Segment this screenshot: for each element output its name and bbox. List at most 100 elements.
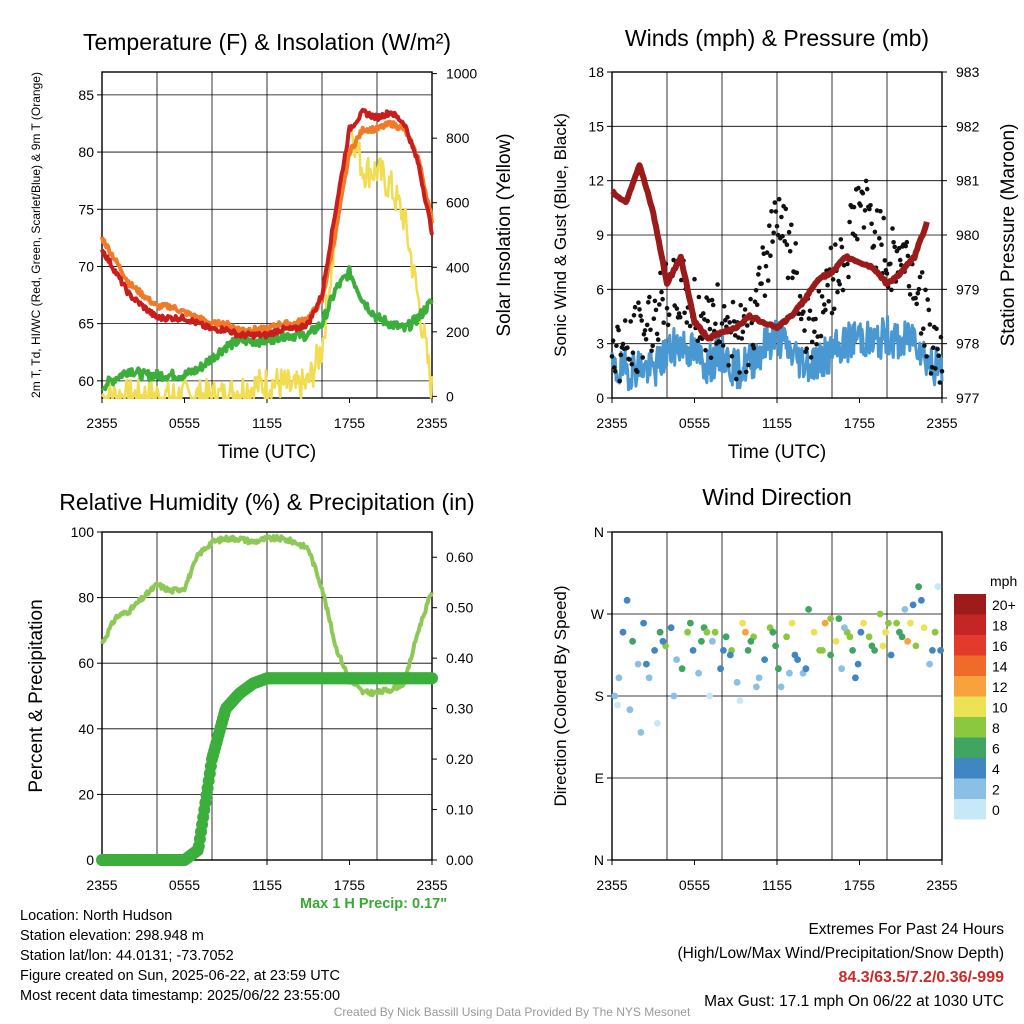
- gust-point: [833, 242, 838, 247]
- series-station-pressure: [610, 162, 930, 342]
- direction-point: [626, 706, 634, 714]
- y-tick-label: 3: [596, 336, 604, 352]
- x-tick-label: 2355: [596, 415, 627, 431]
- direction-point: [876, 610, 884, 618]
- y-axis-label: Direction (Colored By Speed): [551, 585, 570, 806]
- direction-point: [673, 656, 680, 663]
- gust-point: [696, 294, 702, 300]
- direction-point: [852, 674, 859, 682]
- gust-point: [756, 272, 761, 277]
- x-tick-label: 0555: [169, 877, 200, 893]
- direction-point: [775, 665, 782, 673]
- y-tick-label: 0: [596, 390, 604, 406]
- gust-point: [787, 249, 793, 254]
- station-elevation: Station elevation: 298.948 m: [20, 928, 204, 944]
- direction-point: [832, 637, 840, 645]
- gust-point: [804, 346, 809, 352]
- gust-point: [784, 242, 790, 247]
- direction-point: [769, 628, 777, 636]
- legend-label: 4: [992, 761, 1000, 777]
- x-tick-label: 1155: [252, 415, 282, 431]
- gust-point: [819, 294, 825, 299]
- gust-point: [858, 203, 863, 208]
- direction-point: [838, 665, 845, 673]
- gust-point: [790, 275, 795, 281]
- gust-point: [798, 316, 804, 322]
- direction-point: [698, 637, 705, 645]
- legend-swatch: [954, 594, 986, 615]
- gust-point: [808, 355, 814, 360]
- y2-tick-label: 200: [446, 324, 470, 340]
- gust-point: [918, 331, 924, 336]
- y2-axis-label: Solar Insolation (Yellow): [494, 133, 515, 336]
- direction-point: [717, 665, 724, 673]
- gust-point: [684, 320, 690, 325]
- direction-point: [920, 624, 928, 632]
- direction-point: [918, 596, 925, 604]
- gust-point: [878, 208, 883, 214]
- chart-title: Relative Humidity (%) & Precipitation (i…: [59, 489, 474, 515]
- x-tick-label: 0555: [679, 877, 710, 893]
- direction-point: [907, 619, 914, 627]
- gust-point: [638, 313, 643, 319]
- gust-point: [729, 354, 735, 359]
- legend-swatch: [954, 758, 986, 779]
- gust-point: [768, 253, 773, 258]
- chart-title: Temperature (F) & Insolation (W/m²): [83, 29, 451, 55]
- y-tick-label: 12: [588, 173, 604, 189]
- x-tick-label: 1755: [334, 877, 365, 893]
- gust-point: [881, 215, 886, 221]
- gust-point: [709, 297, 715, 303]
- direction-point: [868, 642, 876, 650]
- direction-point: [706, 692, 713, 700]
- x-tick-label: 0555: [169, 415, 200, 431]
- direction-point: [929, 647, 936, 654]
- y2-tick-label: 600: [446, 195, 470, 211]
- gust-point: [637, 307, 642, 312]
- direction-point: [755, 674, 763, 682]
- gust-point: [760, 245, 765, 250]
- gust-point: [770, 239, 775, 244]
- gust-point: [641, 332, 647, 337]
- gust-point: [665, 322, 671, 328]
- max-gust: Max Gust: 17.1 mph On 06/22 at 1030 UTC: [704, 993, 1004, 1010]
- plot-frame: [611, 71, 943, 399]
- gust-point: [644, 322, 650, 328]
- x-tick-label: 2355: [86, 415, 117, 431]
- gust-point: [664, 305, 670, 311]
- gust-point: [838, 237, 844, 242]
- gust-point: [682, 310, 687, 316]
- gust-point: [759, 281, 764, 286]
- recent-timestamp: Most recent data timestamp: 2025/06/22 2…: [20, 988, 341, 1004]
- gust-point: [830, 277, 836, 282]
- direction-point: [684, 628, 691, 636]
- direction-point: [777, 683, 785, 691]
- y-tick-label: S: [595, 688, 604, 704]
- gust-point: [648, 327, 653, 333]
- gust-point: [636, 300, 641, 306]
- direction-point: [667, 624, 675, 632]
- gust-point: [809, 339, 815, 345]
- gust-point: [782, 239, 787, 244]
- legend-label: 20+: [992, 597, 1016, 613]
- gust-point: [923, 287, 928, 293]
- gust-point: [861, 225, 867, 230]
- y2-tick-label: 981: [956, 173, 980, 189]
- y2-tick-label: 979: [956, 281, 980, 297]
- y-tick-label: 6: [596, 281, 604, 297]
- gust-point: [888, 261, 893, 267]
- y-tick-label: 85: [78, 87, 94, 103]
- y-axis-label: Sonic Wind & Gust (Blue, Black): [551, 113, 570, 357]
- gust-point: [913, 295, 918, 301]
- gust-point: [679, 277, 684, 283]
- gust-point: [739, 336, 745, 341]
- legend-swatch: [954, 799, 986, 820]
- gust-point: [855, 236, 860, 242]
- gust-point: [905, 253, 911, 259]
- chart-title: Wind Direction: [702, 484, 852, 510]
- y-tick-label: 60: [78, 655, 94, 671]
- direction-point: [772, 642, 779, 650]
- direction-point: [722, 633, 730, 641]
- gust-point: [610, 338, 616, 344]
